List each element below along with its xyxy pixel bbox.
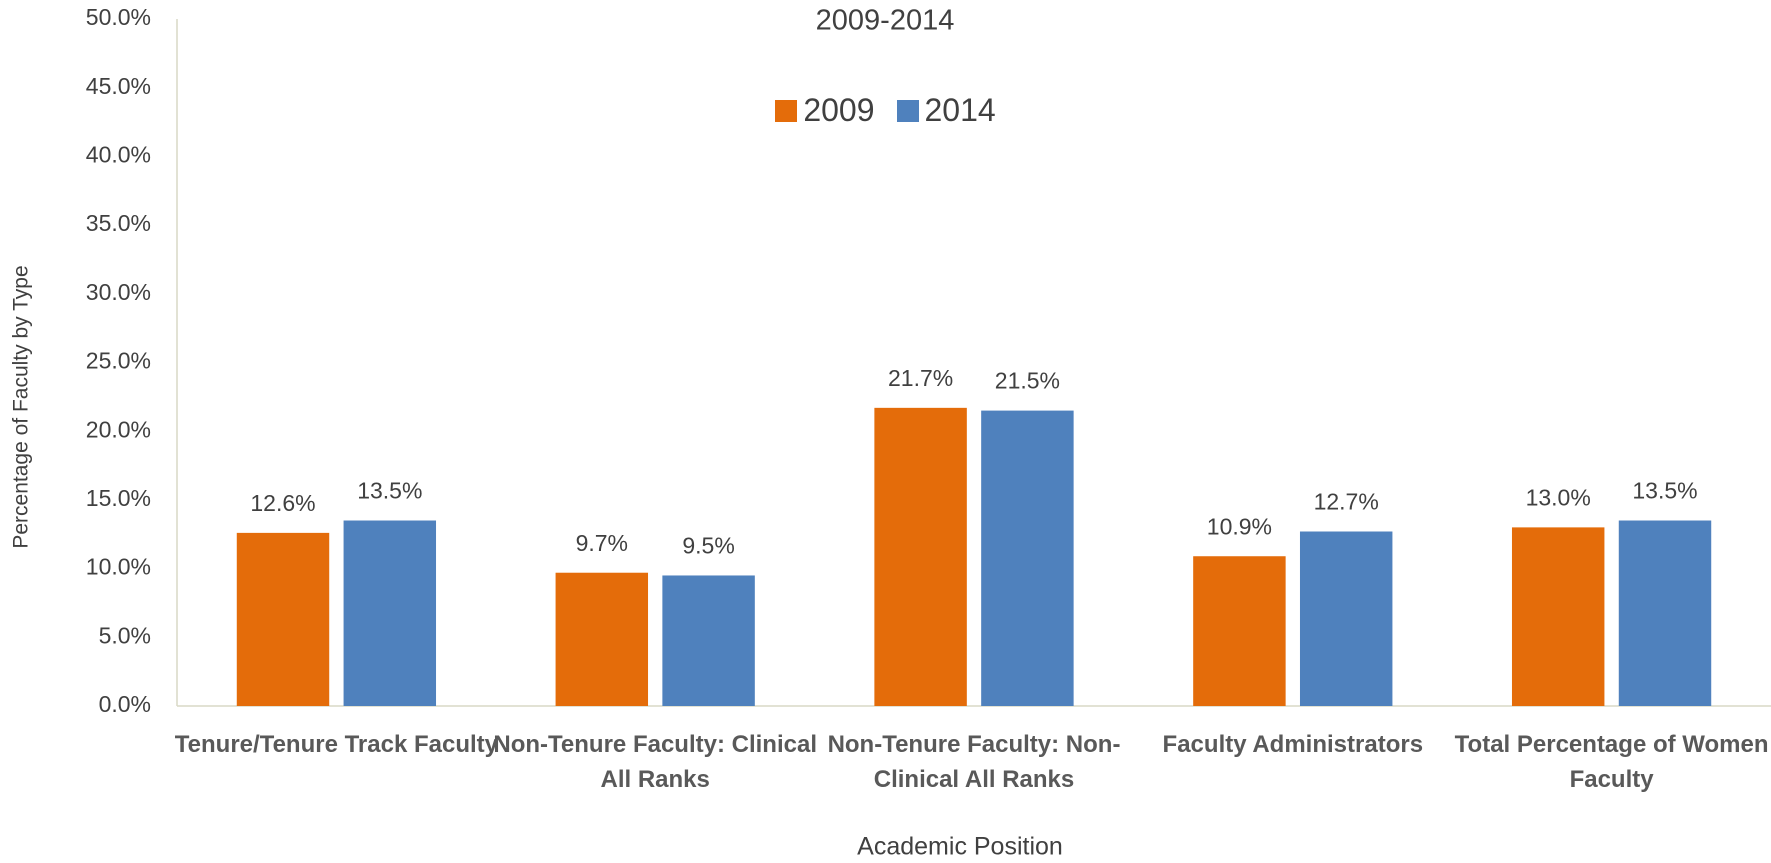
x-tick-label: Tenure/Tenure Track Faculty — [174, 731, 498, 758]
legend-item: 2014 — [896, 92, 996, 129]
x-tick-label: Total Percentage of Women Faculty — [1454, 731, 1769, 793]
legend-label: 2009 — [803, 92, 875, 128]
bar — [874, 407, 967, 706]
data-label: 12.7% — [1314, 489, 1379, 515]
y-tick-label: 45.0% — [86, 73, 151, 99]
x-tick-label: Faculty Administrators — [1162, 731, 1424, 758]
data-label: 12.6% — [250, 490, 315, 516]
bar — [662, 575, 755, 706]
chart-title: 2009-2014 — [816, 5, 955, 37]
y-tick-label: 10.0% — [86, 554, 151, 580]
x-tick-label: Non-Tenure Faculty: Non-Clinical All Ran… — [827, 731, 1121, 793]
data-label: 9.7% — [576, 530, 628, 556]
y-tick-label: 35.0% — [86, 210, 151, 236]
legend: 2009 2014 — [0, 92, 1771, 129]
bar — [1299, 531, 1393, 706]
legend-item: 2009 — [775, 92, 875, 129]
y-tick-label: 15.0% — [86, 485, 151, 511]
bar — [1511, 527, 1605, 706]
bar — [1193, 556, 1286, 706]
data-label: 21.7% — [888, 365, 953, 391]
legend-swatch — [896, 99, 919, 122]
x-axis-title: Academic Position — [857, 833, 1063, 861]
y-tick-label: 5.0% — [99, 622, 151, 648]
bar — [1618, 520, 1712, 706]
bar — [981, 410, 1074, 706]
data-label: 13.0% — [1526, 484, 1591, 510]
y-tick-label: 25.0% — [86, 348, 151, 374]
bar — [555, 572, 649, 706]
legend-label: 2014 — [924, 92, 996, 128]
bar — [236, 532, 330, 706]
data-label: 21.5% — [995, 368, 1060, 394]
y-axis-title: Percentage of Faculty by Type — [10, 265, 33, 548]
y-tick-label: 0.0% — [99, 691, 151, 717]
x-tick-label: Non-Tenure Faculty: Clinical All Ranks — [493, 731, 817, 793]
legend-swatch — [775, 99, 798, 122]
data-label: 13.5% — [1632, 478, 1697, 504]
y-tick-label: 30.0% — [86, 279, 151, 305]
data-label: 13.5% — [357, 478, 422, 504]
y-tick-label: 20.0% — [86, 416, 151, 442]
y-tick-label: 40.0% — [86, 141, 151, 167]
data-label: 9.5% — [682, 533, 734, 559]
bar — [343, 520, 437, 706]
data-label: 10.9% — [1207, 513, 1272, 539]
y-tick-label: 50.0% — [86, 4, 151, 30]
